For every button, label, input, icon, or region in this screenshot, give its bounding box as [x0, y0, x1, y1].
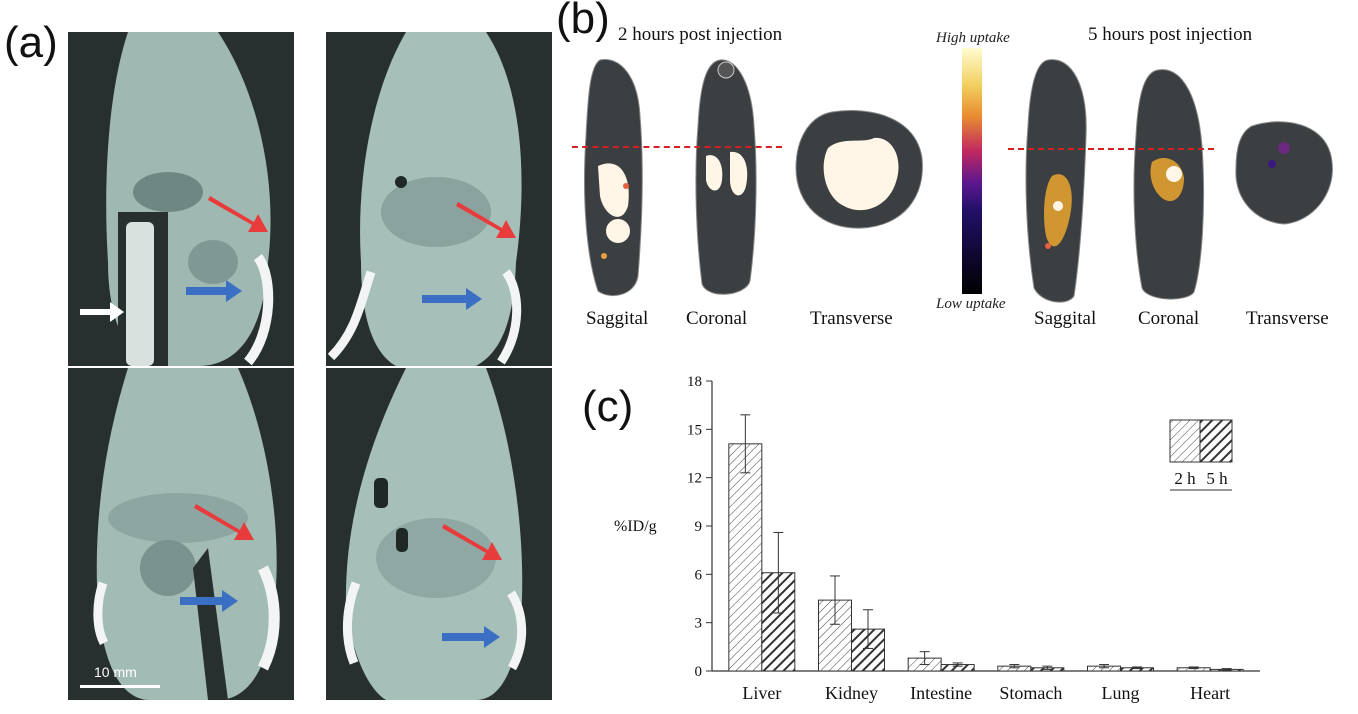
pet-coronal-5h	[1133, 69, 1205, 300]
inset-thumbnail	[118, 215, 168, 366]
scale-bar	[80, 685, 160, 688]
red-arrow	[456, 202, 516, 238]
legend-label-5h: 5 h	[1206, 469, 1228, 488]
red-arrow	[208, 196, 268, 232]
y-axis-label: %ID/g	[614, 518, 657, 535]
pet-transverse-2h	[795, 110, 923, 229]
view-label: Coronal	[686, 308, 748, 329]
bar-5h	[761, 572, 796, 672]
colorbar-high-label: High uptake	[936, 30, 1010, 46]
title-2h: 2 hours post injection	[618, 24, 783, 45]
pet-saggital-2h	[584, 59, 643, 296]
white-arrow	[80, 302, 124, 322]
x-tick-label: Lung	[1102, 683, 1140, 703]
y-tick-label: 12	[687, 471, 702, 487]
blue-arrow	[422, 288, 482, 310]
view-label: Saggital	[1034, 308, 1097, 329]
scale-bar-label: 10 mm	[94, 664, 137, 680]
blue-arrow	[186, 280, 242, 302]
guide-line-5h	[1008, 148, 1214, 150]
red-arrow	[194, 504, 254, 540]
legend-label-2h: 2 h	[1174, 469, 1196, 488]
y-tick-label: 0	[695, 664, 703, 680]
legend-swatch-2h	[1169, 419, 1201, 463]
ct-image-top-left	[68, 32, 294, 366]
colorbar-low-label: Low uptake	[936, 296, 1006, 312]
view-label: Saggital	[586, 308, 649, 329]
x-tick-label: Liver	[742, 683, 781, 703]
y-tick-label: 15	[687, 422, 702, 438]
x-tick-label: Intestine	[910, 683, 972, 703]
x-tick-label: Stomach	[999, 683, 1062, 703]
colorbar	[962, 48, 982, 294]
pet-transverse-5h	[1235, 121, 1333, 225]
y-tick-label: 6	[695, 567, 703, 583]
panel-label-c: (c)	[582, 382, 634, 431]
x-tick-label: Kidney	[825, 683, 878, 703]
red-arrow	[442, 524, 502, 560]
title-5h: 5 hours post injection	[1088, 24, 1253, 45]
x-tick-label: Heart	[1190, 683, 1230, 703]
biodistribution-bar-chart: 0 3 6 9 12 15 18 %ID/g Liver Kidney Intestine Stoma…	[614, 374, 1260, 703]
view-label: Transverse	[810, 308, 893, 329]
view-label: Coronal	[1138, 308, 1200, 329]
blue-arrow	[180, 590, 238, 612]
ct-image-bottom-right	[326, 368, 552, 700]
blue-arrow	[442, 626, 500, 648]
pet-saggital-5h	[1025, 59, 1087, 303]
y-tick-label: 9	[695, 519, 703, 535]
bar-2h	[728, 443, 763, 672]
ct-image-top-right	[326, 32, 552, 366]
pet-coronal-2h	[695, 59, 757, 295]
legend-swatch-5h	[1199, 419, 1233, 463]
panel-label-b: (b)	[556, 0, 610, 43]
y-tick-label: 3	[695, 616, 703, 632]
guide-line-2h	[572, 146, 782, 148]
y-tick-label: 18	[687, 374, 702, 390]
panel-label-a: (a)	[4, 18, 58, 67]
view-label: Transverse	[1246, 308, 1329, 329]
ct-image-bottom-left: 10 mm	[68, 368, 294, 700]
